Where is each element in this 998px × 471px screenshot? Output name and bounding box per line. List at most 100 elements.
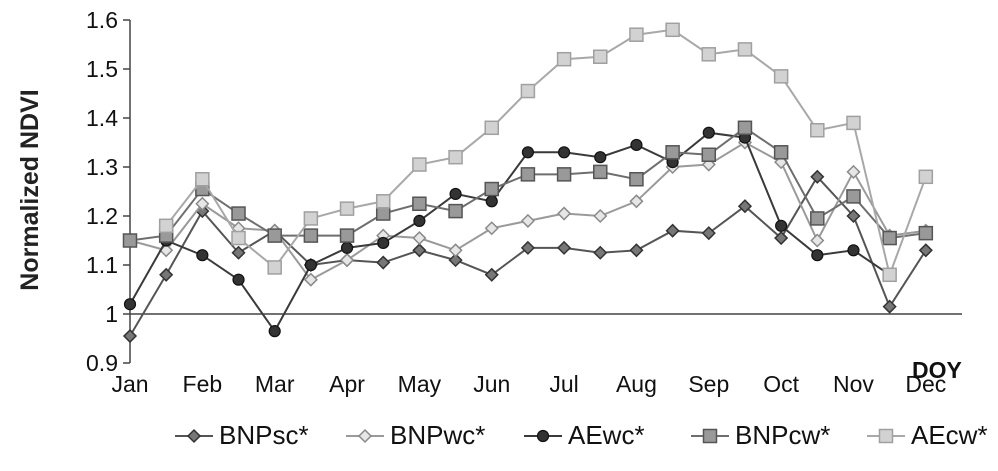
data-point bbox=[339, 228, 355, 243]
data-point bbox=[593, 245, 608, 260]
data-point bbox=[594, 151, 607, 164]
legend-label: AEwc* bbox=[568, 420, 645, 450]
y-tick-label: 1 bbox=[105, 301, 118, 327]
data-point bbox=[267, 260, 282, 275]
data-point bbox=[195, 172, 210, 187]
data-point bbox=[375, 206, 391, 221]
x-tick-labels: Jan Feb Mar Apr May Jun Jul Aug Sep Oct Nov Dec bbox=[111, 371, 946, 397]
data-point bbox=[701, 226, 716, 241]
y-tick-label: 1.5 bbox=[86, 56, 118, 82]
series-bnpwc bbox=[122, 135, 933, 287]
data-point bbox=[412, 196, 427, 211]
data-point bbox=[520, 167, 536, 182]
data-point bbox=[304, 258, 317, 272]
data-point bbox=[122, 328, 138, 344]
data-point bbox=[412, 243, 427, 258]
data-point bbox=[882, 267, 897, 283]
series-line bbox=[129, 141, 926, 281]
x-tick-label: Feb bbox=[183, 371, 223, 397]
y-tick-label: 1.2 bbox=[86, 203, 118, 229]
data-point bbox=[593, 208, 608, 224]
data-point bbox=[847, 244, 860, 257]
data-point bbox=[520, 83, 536, 99]
x-tick-label: Sep bbox=[688, 371, 729, 397]
data-point bbox=[485, 195, 498, 208]
legend-marker bbox=[186, 428, 202, 444]
series-group bbox=[122, 22, 934, 344]
legend-marker bbox=[357, 428, 373, 444]
y-tick-labels: 1.6 1.5 1.4 1.3 1.2 1.1 1 0.9 bbox=[86, 7, 130, 376]
data-point bbox=[376, 255, 391, 270]
data-point bbox=[701, 47, 717, 62]
data-point bbox=[303, 211, 319, 226]
x-tick-label: Aug bbox=[616, 371, 657, 397]
data-point bbox=[810, 211, 825, 226]
series-bnpcw bbox=[122, 120, 934, 248]
data-point bbox=[521, 146, 535, 159]
data-point bbox=[811, 249, 824, 262]
legend-item: BNPcw* bbox=[691, 420, 830, 450]
legend-marker bbox=[878, 428, 894, 444]
doy-annotation: DOY bbox=[912, 357, 962, 383]
axes bbox=[129, 20, 962, 363]
legend-label: BNPcw* bbox=[735, 420, 830, 450]
data-point bbox=[556, 51, 572, 67]
data-point bbox=[268, 325, 281, 338]
y-tick-label: 1.4 bbox=[86, 105, 118, 131]
data-point bbox=[918, 169, 934, 185]
data-point bbox=[520, 240, 535, 255]
data-point bbox=[448, 203, 463, 219]
x-tick-label: Oct bbox=[763, 371, 799, 397]
data-point bbox=[158, 218, 174, 234]
data-point bbox=[448, 253, 463, 268]
data-point bbox=[123, 298, 137, 311]
x-tick-label: Dec bbox=[905, 371, 946, 397]
data-point bbox=[375, 194, 391, 209]
data-point bbox=[484, 120, 499, 136]
data-point bbox=[665, 223, 680, 238]
data-point bbox=[629, 243, 644, 258]
series-line bbox=[165, 28, 927, 279]
data-point bbox=[557, 146, 571, 159]
legend-marker bbox=[536, 429, 550, 443]
x-tick-label: Jun bbox=[473, 371, 510, 397]
data-point bbox=[810, 123, 825, 138]
data-point bbox=[629, 27, 644, 42]
data-point bbox=[484, 221, 499, 236]
data-point bbox=[195, 196, 210, 211]
data-point bbox=[340, 241, 354, 254]
data-point bbox=[882, 299, 897, 314]
series-line bbox=[129, 131, 891, 334]
legend-item: BNPsc* bbox=[175, 420, 309, 450]
data-point bbox=[593, 164, 608, 180]
legend: BNPsc* BNPwc* AEwc* BNPcw* AEcw* bbox=[175, 420, 988, 450]
data-point bbox=[918, 225, 934, 241]
data-point bbox=[737, 120, 753, 136]
x-tick-label: Nov bbox=[833, 371, 874, 397]
data-point bbox=[846, 208, 861, 224]
data-point bbox=[775, 219, 788, 232]
x-tick-label: Mar bbox=[255, 371, 295, 397]
data-point bbox=[231, 206, 246, 221]
data-point bbox=[122, 233, 138, 248]
data-point bbox=[231, 245, 246, 260]
data-point bbox=[665, 145, 680, 160]
x-tick-label: May bbox=[398, 371, 442, 397]
data-point bbox=[773, 145, 789, 160]
data-point bbox=[810, 169, 825, 184]
legend-marker bbox=[702, 428, 718, 444]
series-aecw bbox=[158, 22, 934, 283]
data-point bbox=[520, 213, 535, 228]
data-point bbox=[448, 149, 463, 165]
data-point bbox=[484, 181, 499, 197]
x-tick-label: Jan bbox=[111, 371, 148, 397]
data-point bbox=[810, 233, 825, 248]
data-point bbox=[557, 240, 572, 255]
data-point bbox=[303, 228, 319, 243]
data-point bbox=[556, 167, 572, 182]
data-point bbox=[303, 272, 318, 287]
data-point bbox=[339, 253, 355, 268]
data-point bbox=[412, 157, 427, 172]
data-point bbox=[774, 230, 789, 246]
legend-item: BNPwc* bbox=[346, 420, 485, 450]
